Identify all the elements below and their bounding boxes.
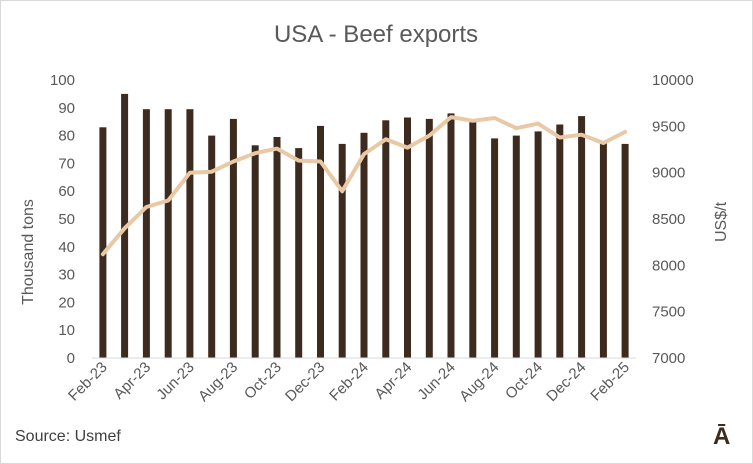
y2-tick-label: 8000 [652, 257, 685, 274]
x-tick-label: Aug-24 [456, 359, 502, 405]
bar-Nov-24 [556, 124, 564, 358]
bar-Mar-24 [382, 120, 390, 358]
source-note: Source: Usmef [15, 428, 121, 445]
x-tick-label: Oct-24 [502, 359, 546, 403]
bar-Dec-24 [578, 116, 586, 358]
y-tick-label: 60 [58, 183, 75, 200]
x-tick-label: Apr-23 [110, 359, 154, 403]
y2-tick-label: 9000 [652, 165, 685, 182]
y-tick-label: 50 [58, 211, 75, 228]
bar-Feb-24 [360, 132, 368, 358]
y-tick-label: 10 [58, 322, 75, 339]
x-tick-label: Aug-23 [195, 359, 241, 405]
bar-Sep-23 [251, 145, 259, 358]
y-tick-label: 30 [58, 267, 75, 284]
y-tick-label: 20 [58, 294, 75, 311]
line-series [100, 115, 628, 257]
bar-May-24 [425, 118, 433, 359]
y-tick-label: 40 [58, 239, 75, 256]
x-tick-label: Feb-24 [326, 359, 372, 405]
bar-May-23 [164, 109, 172, 358]
chart-title: USA - Beef exports [274, 21, 478, 48]
x-tick-label: Oct-23 [241, 359, 285, 403]
y2-tick-label: 7500 [652, 304, 685, 321]
y2-tick-label: 7000 [652, 350, 685, 367]
x-tick-label: Jun-23 [153, 359, 197, 403]
bar-Jun-23 [186, 109, 194, 358]
bar-Feb-25 [621, 143, 629, 358]
price-line [100, 115, 628, 257]
y-axis-title: Thousand tons [20, 199, 37, 305]
y-tick-label: 70 [58, 155, 75, 172]
x-tick-label: Apr-24 [371, 359, 415, 403]
bar-Oct-23 [273, 137, 281, 358]
bar-Jun-24 [447, 113, 455, 359]
bar-Aug-24 [491, 138, 499, 358]
bar-Sep-24 [512, 135, 520, 358]
bar-Jan-24 [338, 143, 346, 358]
y-tick-label: 0 [67, 350, 75, 367]
brand-logo: Ā [713, 423, 731, 450]
y2-tick-label: 9500 [652, 118, 685, 135]
y-axis-left: 0 10 20 30 40 50 60 70 80 90 100 [50, 72, 75, 367]
y-tick-label: 100 [50, 72, 75, 89]
y-tick-label: 80 [58, 128, 75, 145]
x-tick-label: Feb-25 [587, 359, 633, 405]
bar-series [99, 93, 629, 359]
y-axis-right: 7000 7500 8000 8500 9000 9500 10000 [652, 72, 694, 367]
x-tick-label: Dec-23 [282, 359, 328, 405]
bar-Apr-24 [404, 117, 411, 358]
y2-tick-label: 8500 [652, 211, 685, 228]
bar-Jul-23 [208, 135, 216, 358]
bar-Aug-23 [229, 118, 237, 359]
bar-Feb-23 [99, 127, 107, 358]
bar-Jul-24 [469, 121, 477, 358]
y2-axis-title: US$/t [713, 201, 730, 242]
bar-Oct-24 [534, 131, 542, 358]
bar-Apr-23 [142, 109, 150, 358]
bar-Dec-23 [317, 125, 324, 359]
bar-Jan-25 [599, 142, 607, 358]
y2-tick-label: 10000 [652, 72, 694, 89]
x-tick-label: Jun-24 [414, 359, 458, 403]
bar-Nov-23 [295, 148, 303, 358]
y-tick-label: 90 [58, 100, 75, 117]
x-tick-label: Dec-24 [543, 359, 589, 405]
